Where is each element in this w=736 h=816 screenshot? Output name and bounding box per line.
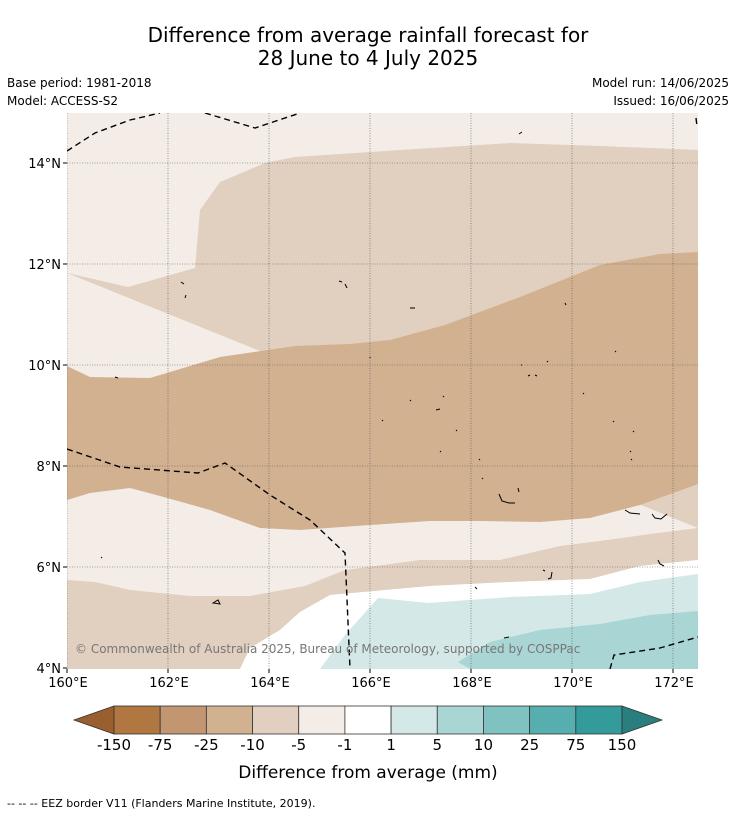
lon-label: 168°E: [452, 676, 492, 691]
region-minus10-to-minus25: [67, 252, 698, 530]
map-title-line1: Difference from average rainfall forecas…: [147, 23, 589, 47]
colorbar-extend-high: [621, 705, 664, 735]
colorbar-cell: [390, 705, 438, 735]
colorbar-tick-labels: -150 -75 -25 -10 -5 -1 1 5 10 25 75 150: [97, 736, 636, 754]
region-plus5-to-plus10: [458, 611, 698, 669]
graticule: [67, 113, 698, 669]
colorbar: -150 -75 -25 -10 -5 -1 1 5 10 25 75 150 Difference …: [72, 705, 664, 783]
colorbar-tick-label: 25: [520, 736, 539, 754]
eez-border: [67, 113, 698, 669]
colorbar-cell: [159, 705, 207, 735]
lat-labels: 14°N 12°N 10°N 8°N 6°N 4°N: [28, 157, 61, 677]
colorbar-tick-label: -10: [240, 736, 265, 754]
colorbar-tick-label: 5: [432, 736, 442, 754]
map-title-line2: 28 June to 4 July 2025: [257, 46, 479, 70]
colorbar-tick-label: -75: [148, 736, 173, 754]
rainfall-map: © Commonwealth of Australia 2025, Bureau…: [67, 113, 698, 669]
lon-label: 162°E: [149, 676, 189, 691]
lat-label: 10°N: [28, 359, 61, 374]
lon-label: 164°E: [250, 676, 290, 691]
colorbar-cells: [72, 705, 664, 735]
colorbar-tick-label: 75: [566, 736, 585, 754]
colorbar-tick-label: -1: [337, 736, 352, 754]
colorbar-cell: [113, 705, 161, 735]
copyright-notice: © Commonwealth of Australia 2025, Bureau…: [75, 642, 580, 656]
colorbar-cell: [298, 705, 346, 735]
colorbar-cell: [205, 705, 253, 735]
axis-ticks: [63, 162, 674, 673]
colorbar-tick-label: 150: [608, 736, 637, 754]
colorbar-tick-label: 1: [386, 736, 396, 754]
colorbar-cell: [575, 705, 623, 735]
colorbar-tick-label: -5: [291, 736, 306, 754]
issued-date: Issued: 16/06/2025: [613, 94, 729, 108]
lat-label: 6°N: [37, 561, 62, 576]
model-run: Model run: 14/06/2025: [591, 76, 729, 90]
lon-labels: 160°E 162°E 164°E 166°E 168°E 170°E 172°…: [48, 676, 694, 691]
lat-label: 12°N: [28, 258, 61, 273]
lon-label: 170°E: [553, 676, 593, 691]
eez-legend-note: -- -- -- EEZ border V11 (Flanders Marine…: [7, 797, 316, 810]
lat-label: 14°N: [28, 157, 61, 172]
colorbar-tick-label: 10: [474, 736, 493, 754]
lon-label: 160°E: [48, 676, 88, 691]
region-minus5-to-minus10: [67, 143, 698, 669]
lat-label: 8°N: [37, 460, 62, 475]
islands: [100, 131, 668, 639]
model-name: Model: ACCESS-S2: [7, 94, 119, 108]
lon-label: 172°E: [654, 676, 694, 691]
lat-label: 4°N: [37, 662, 62, 677]
base-period: Base period: 1981-2018: [7, 76, 152, 90]
lon-label: 166°E: [351, 676, 391, 691]
colorbar-cell: [344, 705, 392, 735]
colorbar-tick-label: -150: [97, 736, 131, 754]
colorbar-cell: [252, 705, 300, 735]
colorbar-tick-label: -25: [194, 736, 219, 754]
colorbar-label: Difference from average (mm): [238, 763, 497, 783]
colorbar-cell: [529, 705, 577, 735]
colorbar-extend-low: [72, 705, 115, 735]
colorbar-cell: [483, 705, 531, 735]
colorbar-cell: [436, 705, 484, 735]
